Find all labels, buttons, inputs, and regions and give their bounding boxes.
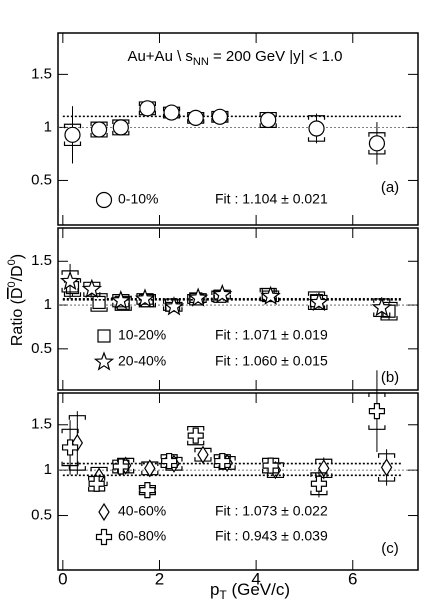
marker	[112, 119, 129, 136]
y-label-part: /D	[9, 265, 26, 281]
marker	[163, 104, 180, 121]
legend-label: 10-20%	[118, 327, 166, 343]
sys-bracket	[368, 132, 386, 155]
marker	[110, 289, 131, 310]
y-axis-label: Ratio (D0/D0)	[6, 254, 26, 346]
x-tick-label: 0	[58, 569, 67, 588]
marker	[134, 288, 156, 308]
legend-label: 20-40%	[118, 353, 166, 369]
legend-marker	[95, 191, 113, 209]
y-label-part: )	[9, 254, 26, 259]
marker	[197, 445, 209, 464]
marker	[163, 296, 185, 316]
marker	[211, 108, 228, 125]
fit-label: Fit : 1.104 ± 0.021	[215, 191, 328, 207]
marker	[90, 121, 108, 138]
marker	[88, 475, 105, 492]
sys-bracket	[377, 453, 396, 482]
title-sub: NN	[193, 56, 209, 68]
marker	[81, 278, 103, 298]
legend-label: 0-10%	[118, 191, 158, 207]
marker	[262, 457, 279, 474]
y-label-part: D	[9, 287, 26, 299]
x-label-sub: T	[219, 588, 227, 600]
x-tick-label: 4	[251, 569, 260, 588]
marker	[161, 452, 178, 470]
marker	[112, 458, 129, 475]
fit-label: Fit : 1.073 ± 0.022	[215, 503, 328, 519]
x-tick-label: 6	[348, 569, 357, 588]
marker	[260, 111, 277, 129]
panel-label: (b)	[381, 369, 399, 386]
y-tick-label: 1.5	[31, 416, 52, 433]
x-label-part: (GeV/c)	[227, 580, 290, 599]
marker	[61, 439, 79, 456]
panel-frame	[57, 227, 419, 391]
fit-label: Fit : 1.060 ± 0.015	[215, 353, 328, 369]
marker	[187, 287, 209, 307]
sys-bracket	[61, 428, 79, 467]
legend-marker	[98, 502, 110, 522]
y-tick-label: 1.5	[31, 252, 52, 269]
y-label-part: 0	[6, 259, 18, 265]
sys-bracket	[63, 123, 82, 147]
marker	[59, 270, 81, 291]
marker	[310, 475, 328, 492]
y-label-part: Ratio (	[9, 298, 26, 346]
legend-label: 40-60%	[118, 503, 166, 519]
sys-bracket	[90, 293, 108, 312]
x-axis-label: pT (GeV/c)	[210, 580, 290, 600]
legend-marker	[93, 351, 115, 371]
marker	[212, 283, 233, 304]
marker	[368, 135, 386, 152]
sys-bracket	[368, 392, 386, 430]
marker	[371, 296, 392, 317]
x-tick-label: 2	[155, 569, 164, 588]
y-tick-label: 1	[44, 461, 52, 478]
marker	[139, 482, 156, 499]
y-tick-label: 1.5	[31, 65, 52, 82]
marker	[187, 427, 204, 444]
y-tick-label: 0.5	[31, 340, 52, 357]
chart-title: Au+Au \ sNN = 200 GeV |y| < 1.0	[127, 48, 342, 68]
marker	[144, 459, 156, 478]
panel-label: (c)	[381, 540, 399, 557]
sys-bracket	[307, 115, 326, 142]
marker	[308, 291, 330, 312]
panel-frame	[57, 392, 419, 571]
y-tick-label: 0.5	[31, 171, 52, 188]
marker	[260, 285, 281, 305]
fit-label: Fit : 0.943 ± 0.039	[215, 528, 328, 544]
marker	[380, 458, 393, 477]
sys-bracket	[187, 425, 205, 446]
y-tick-label: 1	[44, 296, 52, 313]
y-label-part: 0	[6, 281, 18, 287]
marker	[308, 120, 325, 137]
legend-label: 60-80%	[118, 528, 166, 544]
panel-label: (a)	[381, 179, 399, 196]
marker	[92, 295, 106, 310]
y-tick-label: 1	[44, 118, 52, 135]
panel-frame	[57, 32, 419, 226]
sys-bracket	[310, 472, 328, 496]
legend-marker	[97, 329, 111, 343]
title-part: = 200 GeV |y| < 1.0	[209, 48, 343, 65]
marker	[368, 403, 386, 420]
sys-bracket	[68, 415, 86, 471]
y-tick-label: 0.5	[31, 507, 52, 524]
marker	[187, 109, 204, 126]
x-label-part: p	[210, 580, 219, 599]
marker	[214, 452, 231, 470]
marker	[139, 100, 156, 117]
fit-label: Fit : 1.071 ± 0.019	[215, 327, 328, 343]
marker	[64, 126, 81, 143]
legend-marker	[95, 528, 113, 546]
title-part: Au+Au \ s	[127, 48, 192, 65]
